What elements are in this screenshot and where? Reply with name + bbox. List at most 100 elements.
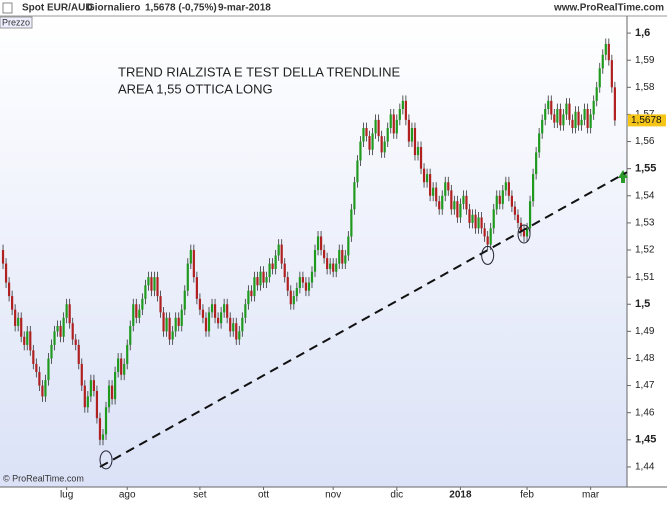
candle-body xyxy=(59,325,62,337)
quote: 1,5678 (-0,75%) xyxy=(145,3,217,14)
annotation: TREND RIALZISTA E TEST DELLA TRENDLINE xyxy=(118,64,401,79)
candle-body xyxy=(507,182,510,196)
candle-body xyxy=(541,119,544,134)
candle-body xyxy=(126,344,129,364)
y-tick-label: 1,51 xyxy=(635,272,655,283)
x-tick-label: nov xyxy=(325,490,341,500)
candle-body xyxy=(550,100,553,115)
y-tick-label: 1,44 xyxy=(635,462,655,473)
candle-body xyxy=(613,87,616,121)
candle-body xyxy=(347,236,350,256)
candle-body xyxy=(98,418,102,440)
candle-body xyxy=(174,317,177,332)
panel-label-box xyxy=(0,16,33,29)
candle-body xyxy=(441,195,444,210)
candle-body xyxy=(277,244,280,256)
candle-body xyxy=(501,190,504,204)
candle-body xyxy=(226,304,229,318)
candle-body xyxy=(35,363,38,373)
candle-body xyxy=(114,372,117,400)
y-tick-label: 1,55 xyxy=(635,163,656,175)
candle-body xyxy=(41,385,44,397)
candle-body xyxy=(135,304,138,318)
candle-body xyxy=(123,363,126,375)
candle-body xyxy=(14,309,17,326)
candle-body xyxy=(435,187,438,202)
plot-area xyxy=(0,16,627,487)
candle-body xyxy=(77,344,80,364)
date: 9-mar-2018 xyxy=(218,3,271,14)
candle-body xyxy=(374,119,377,134)
candle-body xyxy=(32,350,35,364)
candle-body xyxy=(144,285,147,299)
y-tick-label: 1,56 xyxy=(635,136,655,147)
copyright: © ProRealTime.com xyxy=(3,473,84,483)
candle-body xyxy=(159,296,162,313)
x-tick-label: set xyxy=(193,490,207,500)
candle-body xyxy=(183,290,186,310)
candle-body xyxy=(583,109,586,120)
candle-body xyxy=(610,60,613,88)
candle-body xyxy=(274,255,277,269)
candle-body xyxy=(365,127,368,137)
candle-body xyxy=(23,336,26,345)
candle-body xyxy=(468,209,471,223)
candle-body xyxy=(319,236,323,251)
candle-body xyxy=(492,209,495,229)
candle-body xyxy=(335,263,338,272)
last-price-box xyxy=(628,114,666,127)
candle-body xyxy=(392,114,395,134)
candle-body xyxy=(562,114,565,126)
candle-body xyxy=(26,331,29,345)
candle-body xyxy=(153,277,156,291)
candle-body xyxy=(253,277,256,297)
candle-body xyxy=(262,271,265,283)
candle-body xyxy=(416,146,420,156)
candle-body xyxy=(141,298,144,310)
candle-body xyxy=(232,323,235,332)
candle-body xyxy=(380,136,383,153)
candle-body xyxy=(604,43,607,55)
candle-body xyxy=(138,309,141,318)
candle-body xyxy=(313,250,317,272)
candle-body xyxy=(213,304,217,318)
candle-body xyxy=(525,228,529,237)
candle-body xyxy=(432,187,435,196)
candle-body xyxy=(220,312,223,324)
candle-body xyxy=(398,109,401,120)
candle-body xyxy=(453,201,456,210)
y-tick-label: 1,45 xyxy=(635,434,656,446)
touch-circle xyxy=(99,450,113,470)
candle-body xyxy=(210,304,214,313)
x-tick-label: 2018 xyxy=(449,490,472,500)
candle-body xyxy=(201,309,205,318)
candle-body xyxy=(425,174,429,183)
candle-body xyxy=(522,231,526,237)
candle-body xyxy=(595,87,598,101)
candle-body xyxy=(207,312,211,332)
candle-body xyxy=(341,250,344,264)
candle-body xyxy=(538,133,541,153)
candle-body xyxy=(271,263,274,269)
candle-body xyxy=(568,103,571,120)
candle-body xyxy=(489,228,492,245)
icon[interactable] xyxy=(2,2,13,14)
signal-arrow xyxy=(618,170,628,183)
panel-label: Prezzo xyxy=(2,17,30,27)
candle-body xyxy=(56,325,59,332)
candle-body xyxy=(4,263,8,283)
x-tick-label: dic xyxy=(390,490,403,500)
candle-body xyxy=(344,255,347,264)
candle-body xyxy=(162,312,165,332)
candle-body xyxy=(310,271,314,283)
candle-body xyxy=(71,323,74,340)
candle-body xyxy=(447,182,450,191)
candle-body xyxy=(150,277,153,291)
annotation: AREA 1,55 OTTICA LONG xyxy=(118,81,273,96)
candle-body xyxy=(268,263,271,278)
candle-body xyxy=(189,250,192,264)
candle-body xyxy=(547,100,550,110)
candle-body xyxy=(307,282,311,291)
y-tick-label: 1,58 xyxy=(635,82,655,93)
